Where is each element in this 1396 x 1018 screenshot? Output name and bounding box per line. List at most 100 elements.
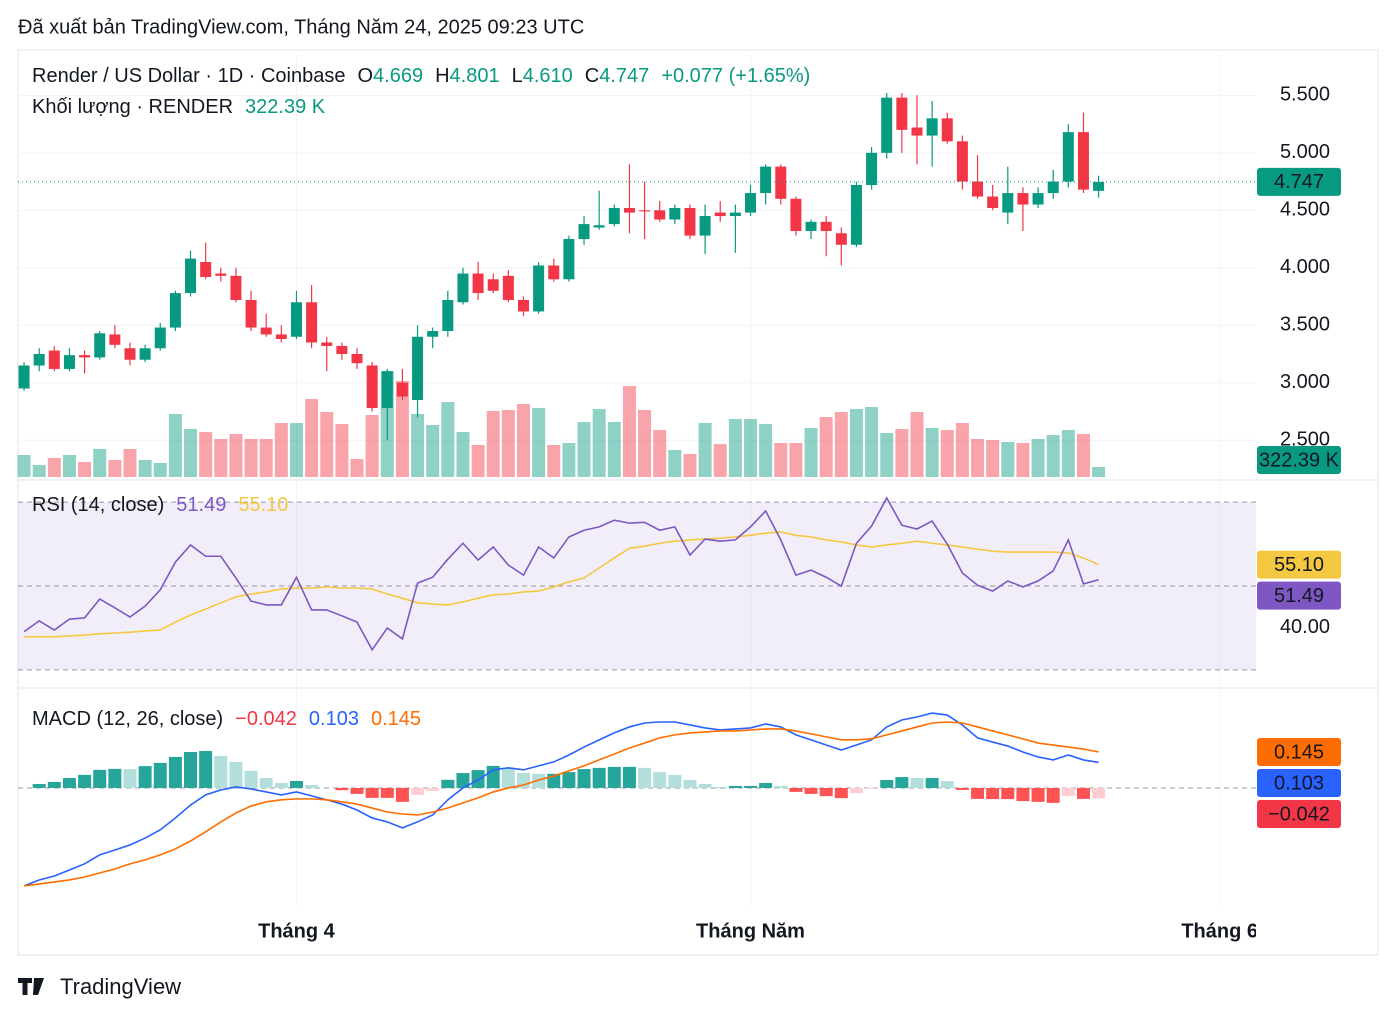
volume-bar	[592, 409, 606, 477]
macd-histogram-bar	[380, 787, 394, 798]
volume-bar	[229, 433, 243, 477]
volume-bar	[698, 423, 712, 477]
macd-histogram-bar	[744, 785, 758, 788]
volume-bar	[289, 423, 303, 477]
y-tick-label: 5.000	[1280, 141, 1330, 163]
axis-value-box	[1257, 768, 1341, 797]
macd-histogram-bar	[138, 766, 152, 788]
candle-body	[790, 198, 802, 231]
candle-body	[866, 152, 878, 186]
macd-histogram-bar	[335, 787, 349, 791]
macd-histogram-bar	[789, 787, 803, 792]
axis-mask	[1256, 915, 1376, 950]
candle-body	[639, 210, 651, 212]
volume-bar	[1076, 433, 1090, 477]
volume-bar	[849, 409, 863, 477]
candle-body	[487, 279, 499, 291]
volume-bar	[789, 442, 803, 477]
volume-bar	[93, 449, 107, 477]
axis-value-box	[1257, 550, 1341, 579]
macd-histogram-bar	[47, 782, 61, 788]
candle-body	[321, 342, 333, 346]
volume-bar	[622, 386, 636, 477]
rsi-line	[23, 496, 1099, 652]
macd-histogram-bar	[592, 767, 606, 788]
y-tick-label: 40.00	[1280, 616, 1330, 638]
volume-bar	[108, 459, 122, 477]
candle-body	[896, 97, 908, 130]
rsi-band	[18, 502, 1256, 670]
axis-value-label: 0.103	[1274, 772, 1324, 794]
volume-bar	[47, 458, 61, 477]
volume-bar	[971, 438, 985, 477]
volume-bar	[1001, 441, 1015, 477]
candle-body	[911, 127, 923, 136]
volume-bar	[153, 463, 167, 477]
macd-histogram-bar	[713, 786, 727, 788]
candle-body	[1017, 193, 1029, 205]
volume-bar	[214, 438, 228, 477]
volume-bar	[138, 459, 152, 477]
published-note: Đã xuất bản TradingView.com, Tháng Năm 2…	[18, 16, 584, 38]
candle-body	[396, 382, 408, 397]
macd-title: MACD (12, 26, close)	[32, 708, 223, 730]
y-tick-label: 4.500	[1280, 199, 1330, 221]
macd-histogram-bar	[456, 773, 470, 788]
candle-body	[926, 118, 938, 136]
volume-bar	[895, 428, 909, 477]
volume-bar	[365, 415, 379, 477]
volume-bar	[441, 401, 455, 477]
candle-body	[457, 273, 469, 303]
axis-value-label: −0.042	[1268, 803, 1330, 825]
volume-bar	[1092, 466, 1106, 477]
macd-histogram-bar	[184, 751, 198, 788]
macd-histogram-bar	[880, 780, 894, 788]
candle-body	[669, 207, 681, 220]
axis-value-label: 322.39 K	[1259, 449, 1340, 471]
macd-histogram-bar	[426, 787, 440, 791]
macd-histogram-bar	[562, 772, 576, 788]
volume-bar	[274, 423, 288, 477]
macd-histogram-bar	[1031, 787, 1045, 802]
macd-histogram-bar	[32, 783, 46, 788]
x-tick-label: Tháng 6	[1181, 920, 1258, 942]
volume-name: Khối lượng · RENDER	[32, 96, 233, 118]
volume-bar	[728, 419, 742, 477]
y-tick-label: 3.000	[1280, 371, 1330, 393]
legend-change: +0.077 (+1.65%)	[661, 65, 810, 87]
volume-bar	[865, 407, 879, 477]
legend-symbol: Render / US Dollar · 1D · Coinbase	[32, 65, 345, 87]
candle-body	[79, 355, 91, 358]
axis-value-label: 55.10	[1274, 554, 1324, 576]
candle-body	[306, 302, 318, 343]
macd-histogram-bar	[653, 772, 667, 788]
volume-bar	[486, 410, 500, 477]
macd-histogram-bar	[229, 761, 243, 788]
volume-bar	[244, 438, 258, 477]
volume-bar	[1031, 438, 1045, 477]
macd-histogram-bar	[1076, 787, 1090, 799]
candle-body	[412, 336, 424, 400]
macd-histogram-bar	[168, 756, 182, 788]
candle-body	[109, 334, 121, 345]
candle-body	[608, 207, 620, 225]
macd-histogram-bar	[93, 769, 107, 788]
macd-histogram-bar	[62, 778, 76, 788]
volume-bar	[744, 419, 758, 477]
macd-histogram-bar	[819, 787, 833, 797]
candle-body	[729, 212, 741, 217]
volume-bar	[925, 428, 939, 477]
macd-histogram-bar	[804, 787, 818, 794]
candle-body	[215, 273, 227, 276]
volume-bar	[320, 412, 334, 477]
volume-bar	[713, 444, 727, 477]
legend-value: 4.801	[450, 65, 500, 87]
volume-bar	[199, 432, 213, 477]
y-tick-label: 5.500	[1280, 84, 1330, 106]
volume-bar	[62, 454, 76, 477]
macd-histogram-bar	[1061, 787, 1075, 796]
volume-legend: Khối lượng · RENDER 322.39 K	[32, 96, 326, 118]
rsi-title: RSI (14, close)	[32, 494, 164, 516]
volume-bar	[411, 414, 425, 477]
macd-histogram-bar	[955, 787, 969, 790]
